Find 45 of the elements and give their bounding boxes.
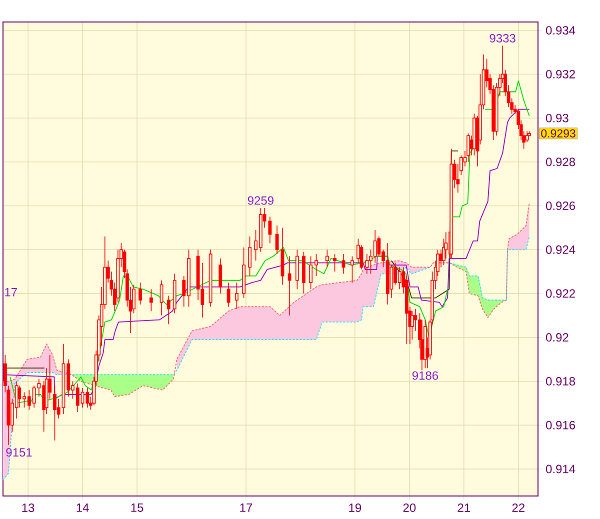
candlestick <box>410 310 414 340</box>
y-tick-label: 0.914 <box>546 464 576 474</box>
candlestick <box>398 266 402 290</box>
candlestick <box>138 282 142 305</box>
annotation: 9186 <box>412 371 438 380</box>
candlestick <box>226 282 230 308</box>
candlestick <box>53 385 56 441</box>
candlestick <box>350 256 354 283</box>
y-tick-label: 0.934 <box>546 26 576 35</box>
candlestick <box>288 256 292 316</box>
y-tick-label: 0.926 <box>546 202 576 210</box>
candlestick <box>218 258 222 294</box>
y-tick-label: 0.93 <box>546 114 568 122</box>
candlestick <box>373 230 377 264</box>
x-tick-label: 20 <box>403 504 416 512</box>
x-tick-label: 21 <box>458 504 470 512</box>
x-tick-label: 15 <box>131 504 144 512</box>
candlestick <box>325 249 329 268</box>
y-tick-label: 0.928 <box>546 158 576 166</box>
candlestick <box>365 254 369 274</box>
x-tick-label: 13 <box>22 504 34 512</box>
x-tick-label: 14 <box>76 504 89 512</box>
candlestick <box>314 254 318 276</box>
y-tick-label: 0.92 <box>546 333 568 342</box>
x-tick-label: 22 <box>512 504 524 512</box>
y-tick-label: 0.918 <box>546 377 576 386</box>
annotation: 9151 <box>6 448 32 457</box>
annotation: 9333 <box>490 34 516 42</box>
candlestick <box>333 254 336 272</box>
annotation: 0.9293 <box>541 129 576 138</box>
y-tick-label: 0.922 <box>546 289 575 298</box>
y-tick-label: 0.924 <box>546 245 576 254</box>
candlestick <box>248 236 252 276</box>
candlestick <box>309 256 313 290</box>
y-tick-label: 0.932 <box>546 70 575 78</box>
annotation: 17 <box>5 288 17 296</box>
candlestick <box>466 133 470 162</box>
x-tick-label: 17 <box>240 504 252 512</box>
candlestick <box>166 295 170 325</box>
annotation: 9259 <box>248 196 274 205</box>
y-tick-label: 0.916 <box>546 420 576 430</box>
candlestick <box>235 282 238 310</box>
candlestick <box>149 288 153 312</box>
candlestick <box>342 254 346 274</box>
x-tick-label: 19 <box>349 504 362 512</box>
